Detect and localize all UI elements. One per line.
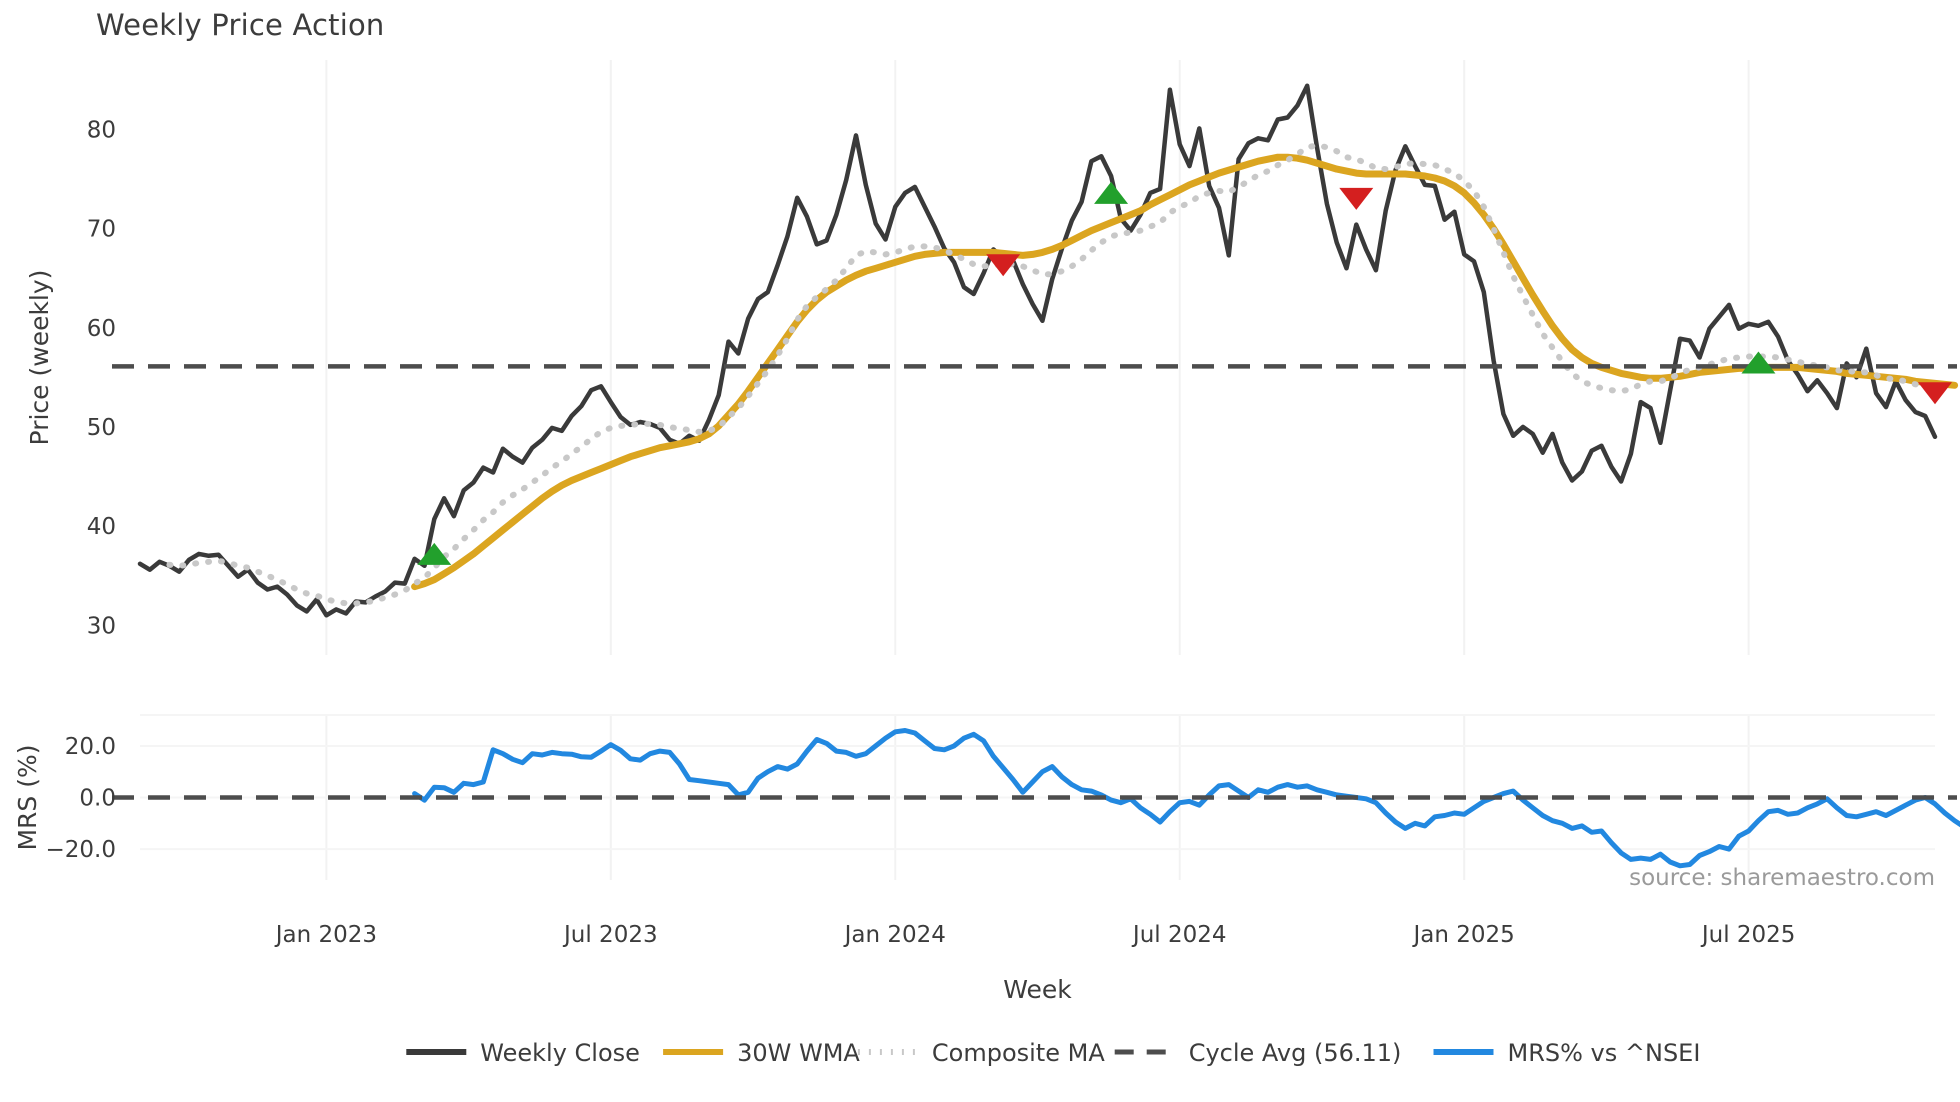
- price-y-tick-label: 40: [87, 514, 116, 540]
- x-tick-label: Jul 2024: [1131, 922, 1227, 948]
- legend-item[interactable]: 30W WMA: [663, 1039, 860, 1067]
- series-30w-wma: [411, 153, 1959, 591]
- legend-item[interactable]: Weekly Close: [406, 1039, 640, 1067]
- price-y-tick-label: 60: [87, 316, 116, 342]
- x-tick-label: Jul 2025: [1700, 922, 1796, 948]
- price-y-tick-label: 30: [87, 613, 116, 639]
- price-y-axis-label: Price (weekly): [25, 270, 54, 446]
- legend-item[interactable]: Cycle Avg (56.11): [1114, 1039, 1402, 1067]
- mrs-y-tick-label: 20.0: [65, 734, 116, 760]
- source-attribution: source: sharemaestro.com: [1629, 865, 1935, 891]
- series-composite-ma: [166, 142, 1938, 607]
- legend-label: Composite MA: [932, 1039, 1105, 1067]
- x-tick-label: Jul 2023: [562, 922, 658, 948]
- buy-signal-marker: [417, 542, 452, 565]
- page-title: Weekly Price Action: [96, 8, 385, 42]
- legend-label: Weekly Close: [480, 1039, 640, 1067]
- buy-signal-marker: [1094, 181, 1129, 204]
- series-layer: [112, 83, 1960, 869]
- mrs-y-tick-label: 0.0: [79, 786, 116, 812]
- price-y-tick-label: 50: [87, 415, 116, 441]
- legend-label: Cycle Avg (56.11): [1189, 1039, 1402, 1067]
- price-y-tick-label: 80: [87, 117, 116, 143]
- x-tick-label: Jan 2023: [274, 922, 377, 948]
- mrs-y-tick-label: −20.0: [46, 837, 116, 863]
- grid-layer: [140, 60, 1935, 880]
- legend-item[interactable]: Composite MA: [857, 1039, 1105, 1067]
- legend-item[interactable]: MRS% vs ^NSEI: [1433, 1039, 1701, 1067]
- sell-signal-marker: [1339, 187, 1374, 210]
- legend-label: MRS% vs ^NSEI: [1508, 1039, 1701, 1067]
- x-axis-label: Week: [1003, 975, 1072, 1004]
- x-tick-label: Jan 2024: [843, 922, 946, 948]
- marker-layer: [417, 181, 1952, 565]
- sell-signal-marker: [1918, 382, 1952, 405]
- sell-signal-marker: [986, 254, 1021, 277]
- x-tick-label: Jan 2025: [1412, 922, 1515, 948]
- price-y-tick-label: 70: [87, 217, 116, 243]
- series-weekly-close: [137, 83, 1938, 618]
- series-mrs-pct: [412, 728, 1960, 869]
- legend-label: 30W WMA: [737, 1039, 860, 1067]
- legend-layer: Weekly Close 30W WMA Composite MA Cycle Avg…: [406, 1039, 1700, 1067]
- mrs-y-axis-label: MRS (%): [13, 744, 42, 850]
- buy-signal-marker: [1741, 351, 1776, 374]
- axis-layer: 30 40 50 60 70 80 −20.0 0.0 20.0 Jan 2023 Jul 2023…: [13, 117, 1935, 1004]
